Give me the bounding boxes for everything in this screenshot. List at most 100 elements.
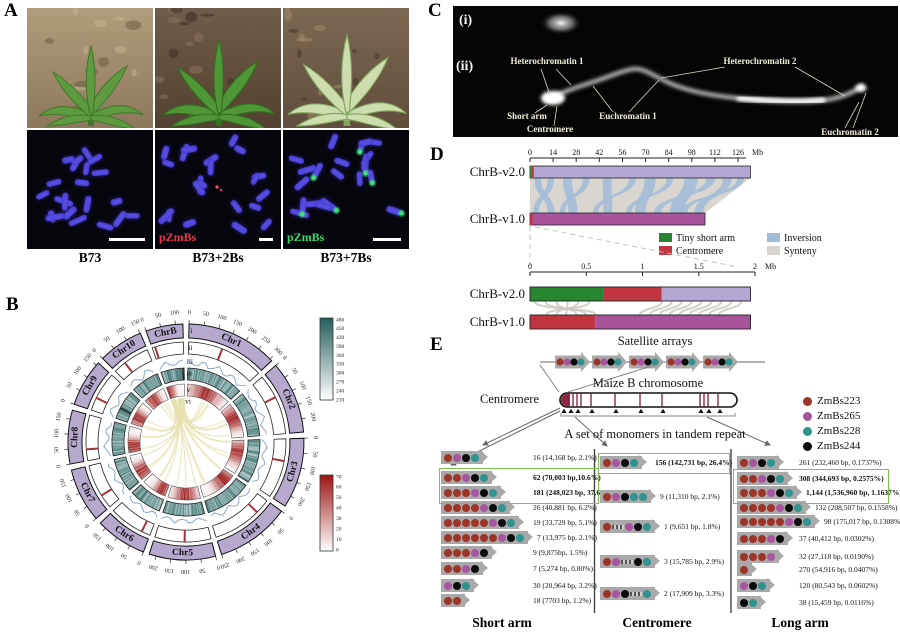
svg-text:250: 250 bbox=[220, 561, 230, 569]
arrow-head bbox=[812, 514, 820, 528]
monomer-count-label: 132 (208,507 bp, 0.1558%) bbox=[815, 503, 898, 512]
arrow-head bbox=[507, 500, 515, 514]
monomer-dot bbox=[785, 517, 793, 526]
probe-label: pZmBs bbox=[287, 230, 325, 244]
svg-text:Chr8: Chr8 bbox=[70, 426, 81, 448]
satellite-diagram bbox=[450, 352, 771, 613]
monomer-dot bbox=[625, 522, 633, 531]
svg-text:100: 100 bbox=[263, 536, 274, 546]
svg-text:Heterochromatin 2: Heterochromatin 2 bbox=[724, 56, 797, 66]
svg-text:v: v bbox=[187, 385, 191, 394]
svg-text:420: 420 bbox=[336, 335, 345, 341]
svg-text:300: 300 bbox=[272, 346, 283, 357]
svg-text:70: 70 bbox=[336, 474, 342, 480]
monomer-dot bbox=[758, 474, 766, 483]
svg-text:50: 50 bbox=[336, 495, 342, 501]
legend-label: ZmBs228 bbox=[817, 425, 861, 437]
monomer-dot bbox=[767, 534, 775, 543]
svg-text:98: 98 bbox=[688, 148, 696, 157]
svg-text:100: 100 bbox=[217, 314, 227, 322]
svg-text:70: 70 bbox=[642, 148, 650, 157]
panel-d-synteny: 0 14 28 42 56 70 84 98 112 126 Mb ChrB-v2.0 ChrB-v1.… bbox=[425, 145, 900, 335]
svg-text:0: 0 bbox=[336, 547, 339, 553]
monomer-count-label: 181 (248,023 bp, 37.6%) bbox=[533, 488, 611, 497]
monomer-dot bbox=[758, 488, 766, 497]
svg-text:iv: iv bbox=[186, 369, 192, 378]
column-title: Long arm bbox=[771, 615, 829, 630]
monomer-dot bbox=[785, 488, 793, 497]
monomer-dot bbox=[489, 503, 497, 512]
monomer-dot bbox=[643, 557, 651, 566]
maize-b-chromosome-title: Maize B chromosome bbox=[592, 376, 704, 390]
svg-text:50: 50 bbox=[290, 367, 298, 375]
svg-text:1.5: 1.5 bbox=[694, 262, 704, 271]
monomer-dot bbox=[612, 589, 620, 598]
monomer-count-label: 30 (20,964 bp, 3.2%) bbox=[533, 581, 597, 590]
svg-text:240: 240 bbox=[336, 388, 345, 394]
svg-text:100: 100 bbox=[54, 429, 61, 438]
monomer-arrow bbox=[441, 450, 488, 464]
svg-text:150: 150 bbox=[59, 478, 68, 488]
svg-text:50: 50 bbox=[120, 551, 128, 559]
monomer-count-label: 9 (11,310 bp, 2.1%) bbox=[660, 492, 720, 501]
monomer-count-label: 1,144 (1,536,960 bp, 1.1637%) bbox=[806, 488, 900, 497]
monomer-dot bbox=[740, 581, 748, 590]
monomer-dot bbox=[749, 552, 757, 561]
svg-text:ChrB: ChrB bbox=[153, 326, 178, 340]
svg-text:150: 150 bbox=[304, 396, 313, 406]
monomer-dot bbox=[444, 596, 452, 605]
monomer-count-label: 19 (33,729 bp, 5.1%) bbox=[533, 518, 597, 527]
svg-text:100: 100 bbox=[105, 542, 116, 552]
monomer-dot bbox=[498, 533, 506, 542]
svg-text:360: 360 bbox=[336, 353, 345, 359]
svg-text:0: 0 bbox=[281, 355, 288, 361]
fish-image-B73+2Bs: pZmBs bbox=[155, 130, 281, 249]
monomer-dot bbox=[785, 503, 793, 512]
monomer-dot bbox=[603, 492, 611, 501]
monomer-arrow bbox=[737, 562, 757, 576]
highlight-box bbox=[733, 469, 889, 504]
monomer-dot bbox=[776, 474, 784, 483]
monomer-dot bbox=[749, 474, 757, 483]
svg-text:42: 42 bbox=[595, 148, 603, 157]
monomer-dot bbox=[453, 564, 461, 573]
highlight-box bbox=[439, 468, 599, 504]
column-title: Centromere bbox=[622, 615, 692, 630]
svg-text:200: 200 bbox=[309, 412, 317, 422]
svg-text:Centromere: Centromere bbox=[676, 246, 724, 257]
monomer-dot bbox=[740, 598, 748, 607]
monomer-dot bbox=[444, 548, 452, 557]
monomer-dot bbox=[758, 503, 766, 512]
monomer-dot bbox=[444, 581, 452, 590]
svg-text:50: 50 bbox=[74, 508, 82, 516]
monomer-dot bbox=[634, 557, 642, 566]
genotype-label: B73+2Bs bbox=[192, 250, 244, 265]
svg-text:ChrB-v1.0: ChrB-v1.0 bbox=[470, 314, 525, 329]
monomer-dot bbox=[643, 522, 651, 531]
monomer-dot bbox=[507, 533, 515, 542]
svg-text:50: 50 bbox=[54, 447, 60, 453]
monomer-dot bbox=[740, 503, 748, 512]
svg-text:0: 0 bbox=[312, 436, 318, 439]
panel-d-letter: D bbox=[430, 144, 444, 165]
monomer-dot bbox=[453, 503, 461, 512]
arrow-head bbox=[776, 549, 784, 563]
svg-text:0: 0 bbox=[56, 464, 62, 468]
svg-text:100: 100 bbox=[170, 310, 180, 317]
svg-text:0: 0 bbox=[84, 522, 91, 528]
monomer-dot bbox=[630, 458, 638, 467]
legend-item-ZmBs228: ZmBs228 bbox=[803, 425, 860, 437]
arrow-head bbox=[471, 578, 479, 592]
legend-dot bbox=[803, 441, 812, 451]
monomer-dot bbox=[603, 522, 611, 531]
svg-text:0: 0 bbox=[60, 398, 67, 403]
monomer-dot bbox=[776, 517, 784, 526]
monomer-count-label: 270 (54,916 bp, 0.0407%) bbox=[799, 565, 878, 574]
legend-item-ZmBs244: ZmBs244 bbox=[803, 440, 860, 452]
monomer-dot bbox=[507, 518, 515, 527]
monomer-dot bbox=[462, 581, 470, 590]
field-photo-B73+7Bs bbox=[283, 8, 409, 128]
svg-text:100: 100 bbox=[181, 568, 190, 574]
monomer-dot bbox=[643, 589, 651, 598]
